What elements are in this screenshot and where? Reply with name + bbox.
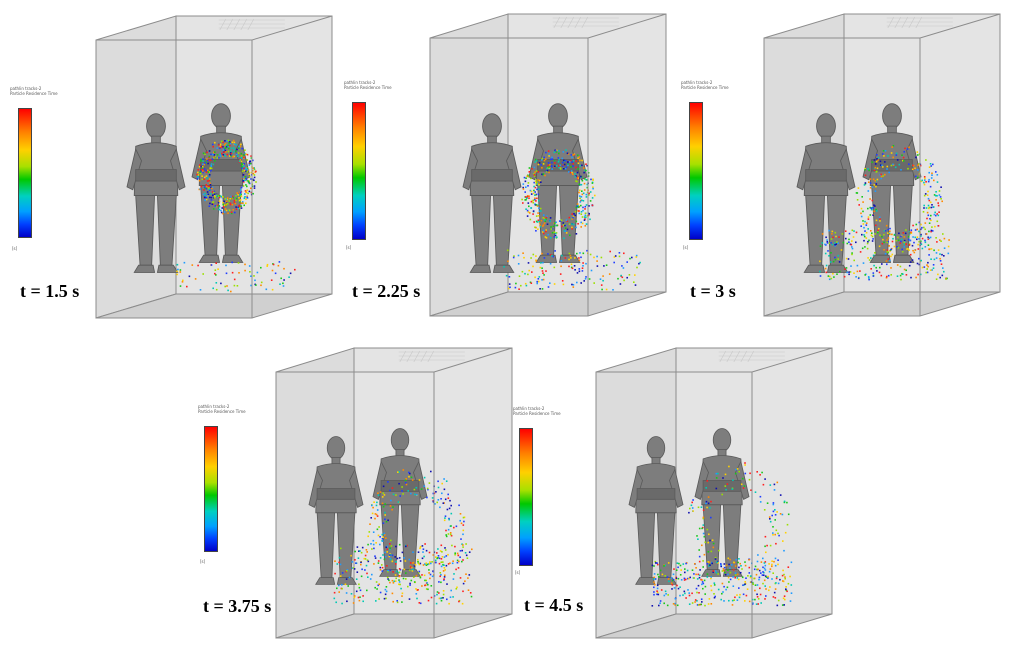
legend-title-line1: pathlin tracks-2 bbox=[10, 86, 42, 91]
particle-cloud bbox=[651, 462, 793, 607]
mannequin bbox=[628, 436, 684, 585]
room-scene-2 bbox=[429, 13, 667, 317]
legend-title-line2: Particle Residence Time bbox=[198, 409, 246, 414]
time-label-5: t = 4.5 s bbox=[524, 595, 584, 615]
floor bbox=[429, 291, 667, 317]
color-bar bbox=[519, 428, 533, 566]
mannequin bbox=[796, 113, 856, 273]
colorbar-legend-5: pathlin tracks-2 Particle Residence Time… bbox=[513, 406, 583, 581]
legend-title-line2: Particle Residence Time bbox=[10, 91, 58, 96]
legend-title-line1: pathlin tracks-2 bbox=[513, 406, 545, 411]
color-bar bbox=[204, 426, 218, 552]
color-bar bbox=[18, 108, 32, 238]
particle-cloud bbox=[819, 144, 950, 281]
legend-title-line1: pathlin tracks-2 bbox=[344, 80, 376, 85]
legend-unit: [s] bbox=[683, 245, 689, 250]
mannequin bbox=[126, 113, 186, 273]
legend-title-line2: Particle Residence Time bbox=[344, 85, 392, 90]
mannequin bbox=[862, 103, 922, 263]
mannequin bbox=[372, 428, 428, 577]
ceiling-vent bbox=[552, 16, 619, 29]
room-scene-3 bbox=[763, 13, 1001, 317]
legend-title-line1: pathlin tracks-2 bbox=[681, 80, 713, 85]
color-bar bbox=[689, 102, 703, 240]
mannequin bbox=[694, 428, 750, 577]
room-scene-5 bbox=[595, 347, 833, 639]
colorbar-legend-2: pathlin tracks-2 Particle Residence Time… bbox=[344, 80, 414, 250]
time-label-3: t = 3 s bbox=[690, 281, 736, 301]
time-label-4: t = 3.75 s bbox=[203, 596, 272, 616]
back-wall bbox=[843, 13, 1001, 293]
legend-unit: [s] bbox=[12, 246, 18, 251]
mannequin bbox=[462, 113, 522, 273]
color-bar bbox=[352, 102, 366, 240]
mannequin bbox=[308, 436, 364, 585]
colorbar-legend-4: pathlin tracks-2 Particle Residence Time… bbox=[198, 404, 268, 574]
legend-unit: [s] bbox=[346, 245, 352, 250]
legend-title-line2: Particle Residence Time bbox=[513, 411, 561, 416]
time-label-1: t = 1.5 s bbox=[20, 281, 80, 301]
time-label-2: t = 2.25 s bbox=[352, 281, 421, 301]
particle-cloud bbox=[333, 469, 473, 605]
ceiling-vent bbox=[718, 350, 785, 363]
room-scene-4 bbox=[275, 347, 513, 639]
legend-title-line1: pathlin tracks-2 bbox=[198, 404, 230, 409]
ceiling-vent bbox=[218, 18, 285, 31]
ceiling-vent bbox=[886, 16, 953, 29]
colorbar-legend-3: pathlin tracks-2 Particle Residence Time… bbox=[681, 80, 751, 250]
ceiling-vent bbox=[398, 350, 465, 363]
floor bbox=[763, 291, 1001, 317]
floor bbox=[275, 613, 513, 639]
legend-unit: [s] bbox=[515, 570, 521, 575]
floor bbox=[95, 293, 333, 319]
colorbar-legend-1: pathlin tracks-2 Particle Residence Time… bbox=[10, 86, 80, 256]
legend-unit: [s] bbox=[200, 559, 206, 564]
room-scene-1 bbox=[95, 15, 333, 319]
particle-cloud bbox=[176, 139, 296, 293]
floor bbox=[595, 613, 833, 639]
legend-title-line2: Particle Residence Time bbox=[681, 85, 729, 90]
